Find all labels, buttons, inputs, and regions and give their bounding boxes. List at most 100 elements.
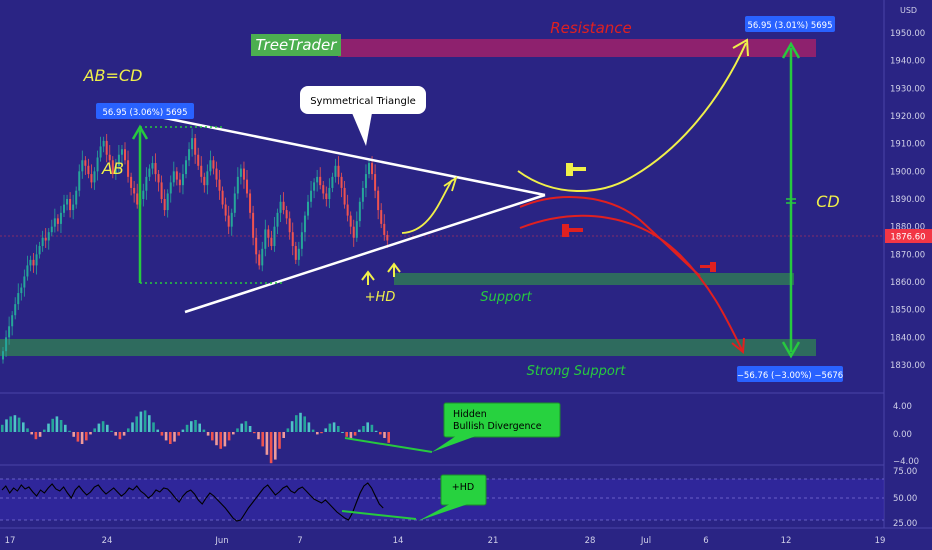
histogram-bar	[248, 426, 252, 432]
histogram-bar	[202, 429, 206, 432]
hidden-divergence-text: Hidden Bullish Divergence	[453, 409, 542, 432]
candle-body	[102, 140, 105, 147]
candle-body	[26, 265, 29, 277]
histogram-bar	[114, 432, 117, 436]
time-tick-label: Jun	[214, 536, 228, 546]
histogram-bar	[89, 432, 92, 435]
candle-body	[200, 165, 203, 177]
histogram-bar	[13, 415, 17, 432]
candle-body	[230, 212, 233, 227]
time-tick-label: 21	[488, 536, 499, 546]
ab-measure-label	[96, 103, 194, 119]
histogram-bar	[236, 428, 239, 432]
candle-body	[343, 187, 346, 205]
candle-body	[239, 168, 242, 177]
candle-body	[117, 154, 120, 166]
candle-body	[120, 149, 123, 155]
price-tick-label: 1940.00	[890, 57, 925, 67]
histogram-bar	[135, 416, 138, 432]
hidden-divergence-line-1: Hidden	[453, 409, 487, 420]
histogram-bar	[311, 429, 315, 432]
candle-body	[307, 201, 309, 216]
price-tick-label: 1830.00	[890, 361, 925, 371]
candle-body	[14, 304, 17, 316]
candle-body	[218, 179, 221, 191]
candle-body	[361, 187, 364, 202]
candle-body	[154, 163, 157, 175]
histogram-bar	[211, 432, 214, 441]
candle-body	[215, 168, 218, 180]
histogram-bar	[358, 429, 361, 432]
candle-body	[227, 215, 230, 227]
candle-body	[337, 165, 340, 177]
histogram-bar	[30, 432, 33, 435]
candlestick-series	[2, 128, 389, 364]
histogram-bar	[34, 432, 38, 440]
price-tick-label: 1890.00	[890, 195, 925, 205]
histogram-bar	[101, 421, 105, 432]
time-axis[interactable]: 17 24 Jun 7 14 21 28 Jul 6 12 19	[5, 536, 886, 546]
histogram-bar	[160, 432, 164, 436]
candle-body	[181, 174, 184, 186]
oscillator-tick-label: 50.00	[893, 494, 917, 504]
candle-body	[53, 218, 56, 227]
histogram-bar	[38, 432, 42, 437]
candle-body	[169, 182, 172, 194]
histogram-bar	[47, 423, 50, 432]
candle-body	[233, 193, 236, 213]
histogram-bar	[383, 432, 386, 438]
brand-badge	[251, 34, 341, 56]
price-tick-label: 1930.00	[890, 84, 925, 94]
histogram-bar	[240, 423, 243, 432]
last-price-tag	[885, 229, 932, 243]
candle-body	[313, 182, 316, 191]
candle-body	[20, 287, 23, 294]
candle-body	[148, 168, 151, 177]
candle-body	[221, 190, 224, 205]
histogram-bar	[337, 426, 340, 432]
candle-body	[111, 160, 114, 175]
cd-label: CD	[816, 192, 840, 211]
price-axis[interactable]	[884, 0, 932, 550]
histogram-bar	[328, 423, 332, 432]
up-arrow-icon	[387, 262, 401, 277]
time-tick-label: 12	[781, 536, 792, 546]
candle-body	[279, 201, 282, 213]
histogram-bar	[17, 417, 21, 432]
candle-body	[178, 179, 181, 186]
histogram-bar	[345, 432, 348, 437]
histogram-bar	[55, 416, 59, 432]
candle-body	[236, 176, 239, 194]
histogram-bar	[122, 432, 126, 436]
candle-body	[108, 154, 111, 161]
candle-body	[23, 276, 26, 288]
candle-body	[368, 163, 370, 175]
histogram-bar	[316, 432, 319, 435]
candle-body	[206, 171, 209, 186]
candle-body	[267, 229, 270, 238]
histogram-bar	[223, 432, 227, 447]
candle-body	[273, 226, 276, 247]
histogram-bar	[59, 420, 63, 432]
histogram-bar	[152, 422, 155, 432]
candle-body	[145, 176, 148, 191]
bear-projection-long	[519, 214, 743, 351]
histogram-bar	[106, 424, 109, 432]
candle-body	[63, 204, 65, 213]
histogram-bar	[370, 424, 374, 432]
candle-body	[386, 234, 389, 241]
candle-body	[133, 187, 136, 194]
candle-body	[285, 210, 288, 219]
oscillator-hd-callout: +HD	[418, 474, 487, 521]
candle-body	[127, 160, 130, 177]
histogram-bar	[22, 422, 25, 432]
histogram-bar	[374, 430, 378, 432]
histogram-bar	[269, 432, 273, 464]
candle-body	[8, 326, 11, 338]
candle-body	[197, 154, 200, 166]
oscillator-divergence-line	[341, 510, 417, 520]
histogram-bar	[257, 432, 260, 440]
histogram-bar	[198, 423, 201, 432]
candle-body	[340, 176, 343, 188]
